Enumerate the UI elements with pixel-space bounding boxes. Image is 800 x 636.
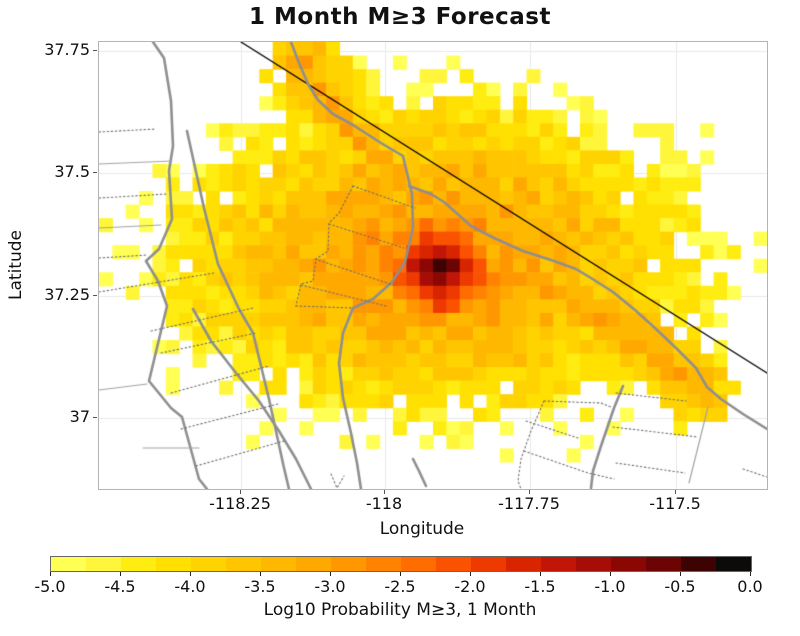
chart-title: 1 Month M≥3 Forecast [249, 4, 551, 30]
colorbar-segment [366, 557, 401, 571]
x-tick-label: -118 [365, 494, 403, 513]
x-tick-label: -117.75 [498, 494, 560, 513]
colorbar-tick-label: -1.0 [594, 577, 626, 596]
colorbar-segment [611, 557, 646, 571]
colorbar-tick-mark [120, 572, 121, 576]
colorbar-tick-mark [50, 572, 51, 576]
y-tick-label: 37.5 [54, 162, 90, 181]
colorbar-tick-label: -3.0 [314, 577, 346, 596]
colorbar-label: Log10 Probability M≥3, 1 Month [263, 600, 537, 620]
colorbar-segment [86, 557, 121, 571]
colorbar-tick-label: -2.5 [384, 577, 416, 596]
colorbar-tick-mark [400, 572, 401, 576]
colorbar-segment [541, 557, 576, 571]
colorbar-tick-mark [470, 572, 471, 576]
colorbar-tick-label: -3.5 [244, 577, 276, 596]
colorbar-segment [331, 557, 366, 571]
colorbar-segment [471, 557, 506, 571]
colorbar-segment [261, 557, 296, 571]
colorbar-segment [436, 557, 471, 571]
colorbar-segment [506, 557, 541, 571]
colorbar-segment [191, 557, 226, 571]
x-tick-label: -117.5 [649, 494, 701, 513]
x-axis-label: Longitude [379, 519, 465, 539]
plot-area [98, 41, 768, 490]
y-tick-mark [93, 172, 97, 173]
colorbar-tick-label: 0.0 [737, 577, 763, 596]
colorbar-segment [296, 557, 331, 571]
colorbar-tick-mark [540, 572, 541, 576]
colorbar-segment [226, 557, 261, 571]
heatmap-canvas [99, 42, 767, 489]
colorbar-segment [51, 557, 86, 571]
colorbar [50, 556, 752, 572]
colorbar-tick-mark [610, 572, 611, 576]
colorbar-tick-label: -5.0 [34, 577, 66, 596]
y-tick-label: 37 [69, 407, 90, 426]
colorbar-tick-mark [750, 572, 751, 576]
colorbar-segment [156, 557, 191, 571]
x-tick-mark [384, 490, 385, 494]
x-tick-mark [240, 490, 241, 494]
colorbar-segment [121, 557, 156, 571]
y-tick-mark [93, 295, 97, 296]
colorbar-segment [646, 557, 681, 571]
colorbar-segment [681, 557, 716, 571]
x-tick-mark [529, 490, 530, 494]
colorbar-tick-label: -4.5 [104, 577, 136, 596]
colorbar-segment [401, 557, 436, 571]
colorbar-segment [576, 557, 611, 571]
colorbar-tick-label: -4.0 [174, 577, 206, 596]
colorbar-tick-label: -1.5 [524, 577, 556, 596]
y-tick-label: 37.25 [44, 285, 90, 304]
x-tick-mark [675, 490, 676, 494]
colorbar-tick-label: -2.0 [454, 577, 486, 596]
colorbar-tick-mark [190, 572, 191, 576]
y-tick-label: 37.75 [44, 40, 90, 59]
colorbar-segment [716, 557, 751, 571]
colorbar-tick-mark [680, 572, 681, 576]
x-tick-label: -118.25 [209, 494, 271, 513]
y-tick-mark [93, 50, 97, 51]
colorbar-tick-mark [260, 572, 261, 576]
y-tick-mark [93, 417, 97, 418]
colorbar-tick-mark [330, 572, 331, 576]
colorbar-tick-label: -0.5 [664, 577, 696, 596]
